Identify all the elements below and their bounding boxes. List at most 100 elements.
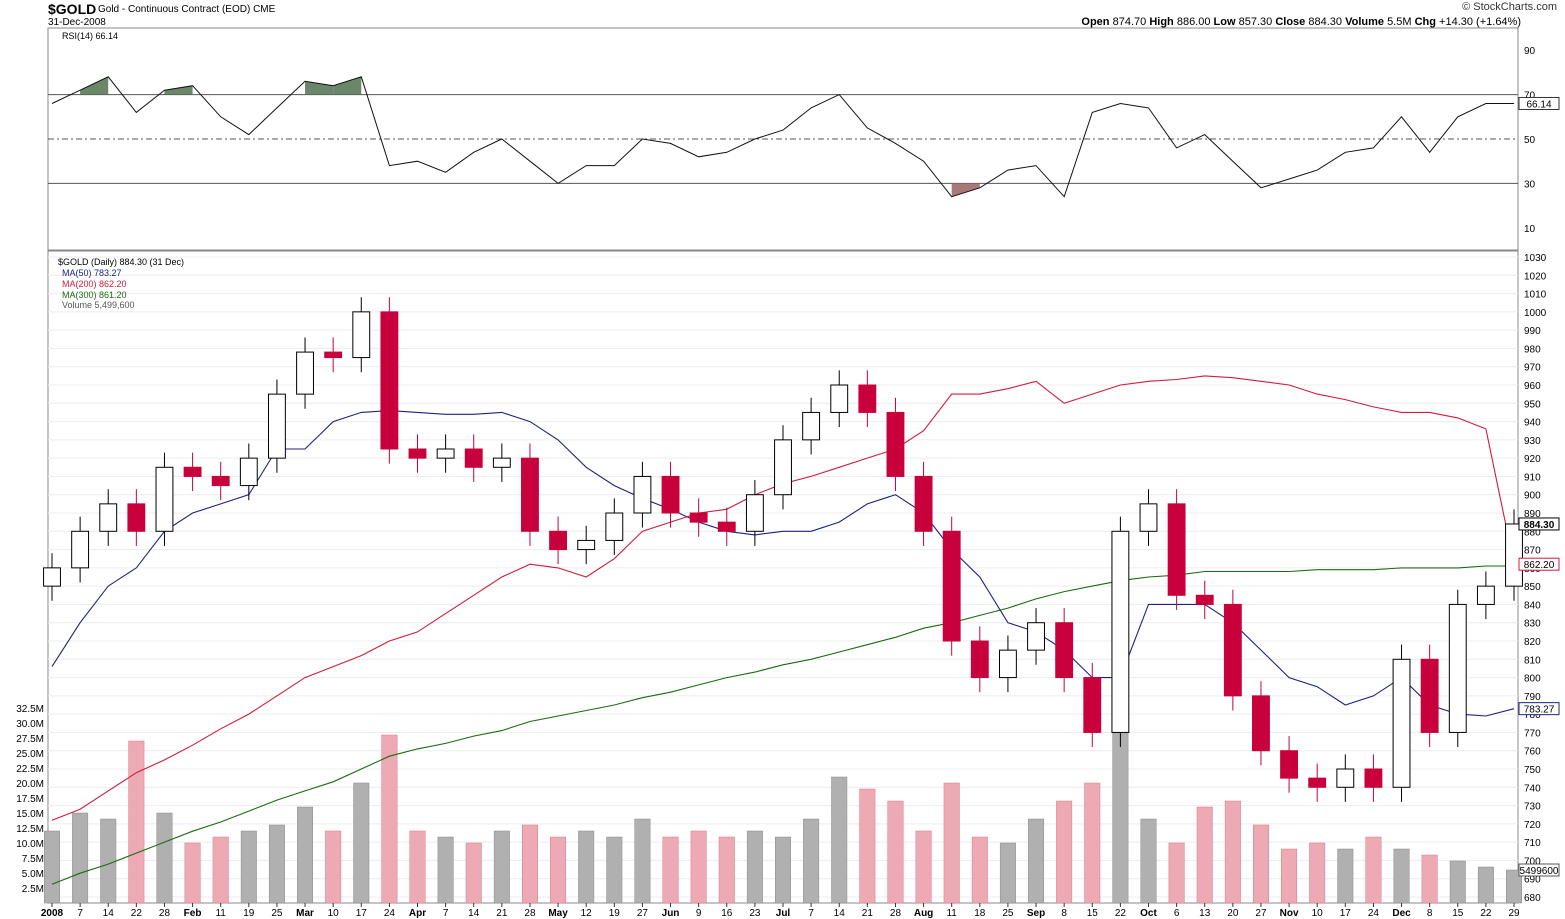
candle-body [774,439,792,496]
x-tick-label: 8 [1427,908,1433,919]
price-y-tick: 980 [1524,344,1541,355]
candle-body [1364,768,1383,788]
volume-bar [493,830,510,904]
volume-bar [1196,806,1213,904]
price-y-tick: 930 [1524,436,1541,447]
price-y-tick: 870 [1524,546,1541,557]
x-tick-label: Oct [1140,908,1157,919]
x-tick-label: 18 [974,908,986,919]
x-tick-label: 28 [159,908,171,919]
candle-body [211,475,230,487]
candle-body [1476,585,1495,605]
ohlc-readout: Open 874.70 High 886.00 Low 857.30 Close… [1081,16,1521,28]
candle-body [267,393,286,459]
volume-bar [859,788,876,904]
volume-bar [1140,818,1157,904]
price-y-tick: 1010 [1524,290,1547,301]
volume-bar [1309,842,1326,904]
price-y-tick: 880 [1524,527,1541,538]
candle-body [1420,658,1439,733]
volume-bars [44,722,1522,904]
candle-body [802,411,821,441]
candle-body [492,457,511,468]
candle-body [1139,503,1158,532]
x-tick-label: Dec [1392,908,1411,919]
volume-bar [943,782,960,904]
volume-bar [634,818,651,904]
x-tick-label: 14 [834,908,846,919]
price-y-tick: 810 [1524,655,1541,666]
price-y-tick: 720 [1524,820,1541,831]
volume-bar [746,830,763,904]
price-y-tick: 730 [1524,802,1541,813]
volume-bar [1056,800,1073,904]
price-y-tick: 760 [1524,747,1541,758]
volume-label: Volume [1345,16,1384,28]
x-tick-label: Feb [184,908,202,919]
volume-badge-box [1518,863,1560,877]
close-badge-box [1518,517,1560,531]
candle-body [1448,603,1467,733]
description-text: Gold - Continuous Contract (EOD) [98,4,251,15]
x-tick-label: 15 [1087,908,1099,919]
rsi-badge: 66.14 [1526,99,1551,110]
x-tick-label: 13 [1199,908,1211,919]
volume-y-tick: 12.5M [16,824,44,835]
volume-bar [775,836,791,904]
volume-y-tick: 25.0M [16,749,44,760]
volume-bar [100,818,117,904]
volume-bar [1112,722,1129,904]
volume-bar [212,836,229,904]
price-y-tick: 910 [1524,472,1541,483]
volume-y-tick: 27.5M [16,734,44,745]
price-y-tick: 900 [1524,491,1541,502]
x-tick-label: 27 [637,908,649,919]
volume-bar [915,830,932,904]
x-tick-label: Jul [776,908,791,919]
candle-body [1055,622,1074,679]
candle-body [689,512,708,523]
x-tick-label: Nov [1280,908,1299,919]
price-y-tick: 950 [1524,399,1541,410]
legend-volume: Volume 5,499,600 [62,300,135,310]
price-y-tick: 780 [1524,710,1541,721]
volume-bar [381,734,398,904]
price-y-tick: 1020 [1524,271,1547,282]
x-tick-label: 7 [808,908,814,919]
volume-bar [156,812,173,904]
volume-y-tick: 17.5M [16,794,44,805]
candle-body [1336,768,1355,788]
open-label: Open [1081,16,1110,28]
ma50-badge: 783.27 [1524,705,1555,716]
legend-ma50: MA(50) 783.27 [62,268,122,278]
x-tick-label: 6 [1174,908,1180,919]
candlesticks [43,297,1523,802]
candle-body [1083,677,1102,733]
rsi-polyline [51,76,1514,198]
axes: 1030507090680690700710720730740750760770… [16,46,1560,919]
x-tick-label: 2008 [41,908,64,919]
candle-body [830,384,849,413]
rsi-overbought-fill [80,76,109,95]
ma200-badge: 862.20 [1524,560,1555,571]
x-tick-label: 24 [1368,908,1380,919]
volume-bar [1477,866,1494,904]
x-tick-label: 16 [721,908,733,919]
candle-body [1167,503,1186,596]
candle-body [549,530,568,551]
volume-y-tick: 5.0M [22,869,44,880]
x-tick-label: 9 [696,908,702,919]
price-y-tick: 990 [1524,326,1541,337]
candle-body [408,448,427,459]
volume-bar [1084,782,1101,904]
volume-bar [718,836,735,904]
candle-body [380,311,399,450]
candle-body [521,457,539,532]
x-tick-label: 8 [1061,908,1067,919]
exchange-text: CME [253,4,276,15]
price-y-tick: 970 [1524,363,1541,374]
x-tick-label: Aug [914,908,933,919]
volume-bar [1337,848,1354,904]
x-tick-label: 17 [1340,908,1352,919]
